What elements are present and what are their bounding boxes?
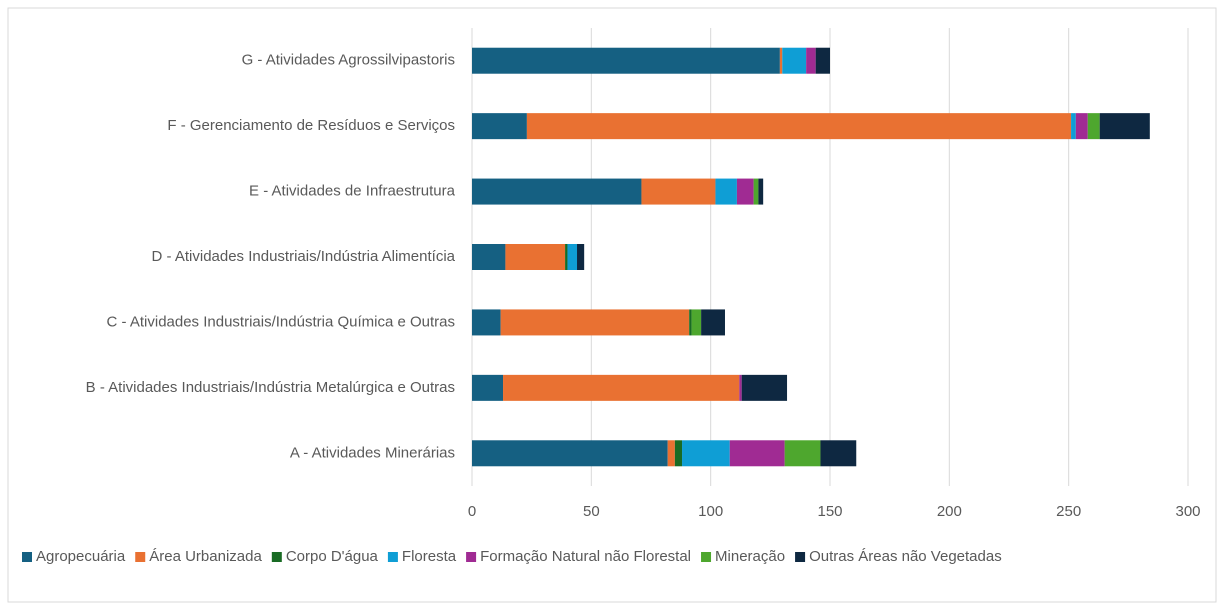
bar-segment (784, 440, 821, 467)
y-tick-label: E - Atividades de Infraestrutura (249, 183, 456, 200)
bar-segment (472, 113, 527, 140)
bar-segment (526, 113, 1072, 140)
legend-label: Floresta (402, 548, 457, 565)
bar-segment (820, 440, 857, 467)
legend-label: Formação Natural não Florestal (480, 548, 691, 565)
bar-segment (806, 47, 816, 74)
y-tick-label: C - Atividades Industriais/Indústria Quí… (107, 313, 455, 330)
legend-swatch (387, 552, 398, 562)
legend-label: Área Urbanizada (149, 548, 262, 565)
bar-segment (472, 47, 780, 74)
bar-segment (472, 440, 668, 467)
bar-segment (503, 374, 740, 401)
bar-segment (472, 178, 642, 205)
bar-segment (815, 47, 830, 74)
bar-segment (500, 309, 690, 336)
chart-border (7, 7, 1217, 603)
legend-swatch (701, 552, 712, 562)
x-tick-label: 150 (817, 503, 842, 520)
y-tick-label: B - Atividades Industriais/Indústria Met… (86, 379, 455, 396)
legend-label: Corpo D'água (286, 548, 379, 565)
legend-label: Agropecuária (36, 548, 126, 565)
bar-segment (567, 244, 578, 270)
y-tick-label: F - Gerenciamento de Resíduos e Serviços (167, 117, 455, 134)
y-tick-label: D - Atividades Industriais/Indústria Ali… (152, 248, 456, 265)
bar-segment (779, 47, 783, 74)
legend-label: Mineração (715, 548, 785, 565)
x-tick-label: 200 (937, 503, 962, 520)
bar-segment (577, 244, 585, 270)
bar-segment (758, 178, 764, 205)
bar-segment (472, 244, 506, 270)
x-tick-label: 50 (583, 503, 600, 520)
bar-segment (753, 178, 759, 205)
bar-segment (782, 47, 807, 74)
legend-label: Outras Áreas não Vegetadas (809, 548, 1002, 565)
x-tick-label: 0 (468, 503, 476, 520)
bar-segment (1099, 113, 1150, 140)
bar-segment (565, 244, 568, 270)
legend-swatch (795, 552, 806, 562)
bar-segment (674, 440, 683, 467)
bar-segment (729, 440, 785, 467)
bar-segment (1071, 113, 1076, 140)
legend-swatch (135, 552, 146, 562)
bar-segment (715, 178, 737, 205)
bar-segment (701, 309, 725, 336)
x-tick-label: 250 (1056, 503, 1081, 520)
bar-segment (689, 309, 692, 336)
bar-segment (691, 309, 702, 336)
x-tick-label: 300 (1175, 503, 1200, 520)
bar-segment (736, 178, 754, 205)
legend-swatch (271, 552, 282, 562)
bar-segment (667, 440, 675, 467)
bar-segment (505, 244, 566, 270)
bar-segment (741, 374, 788, 401)
legend-swatch (466, 552, 477, 562)
bar-segment (682, 440, 730, 467)
bar-segment (472, 309, 501, 336)
bar-segment (472, 374, 504, 401)
bar-segment (1087, 113, 1100, 140)
bar-segment (641, 178, 716, 205)
legend-swatch (22, 552, 32, 562)
y-tick-label: A - Atividades Minerárias (290, 444, 455, 461)
bar-segment (739, 374, 742, 401)
y-tick-label: G - Atividades Agrossilvipastoris (242, 52, 455, 69)
bar-segment (1075, 113, 1088, 140)
x-tick-label: 100 (698, 503, 723, 520)
